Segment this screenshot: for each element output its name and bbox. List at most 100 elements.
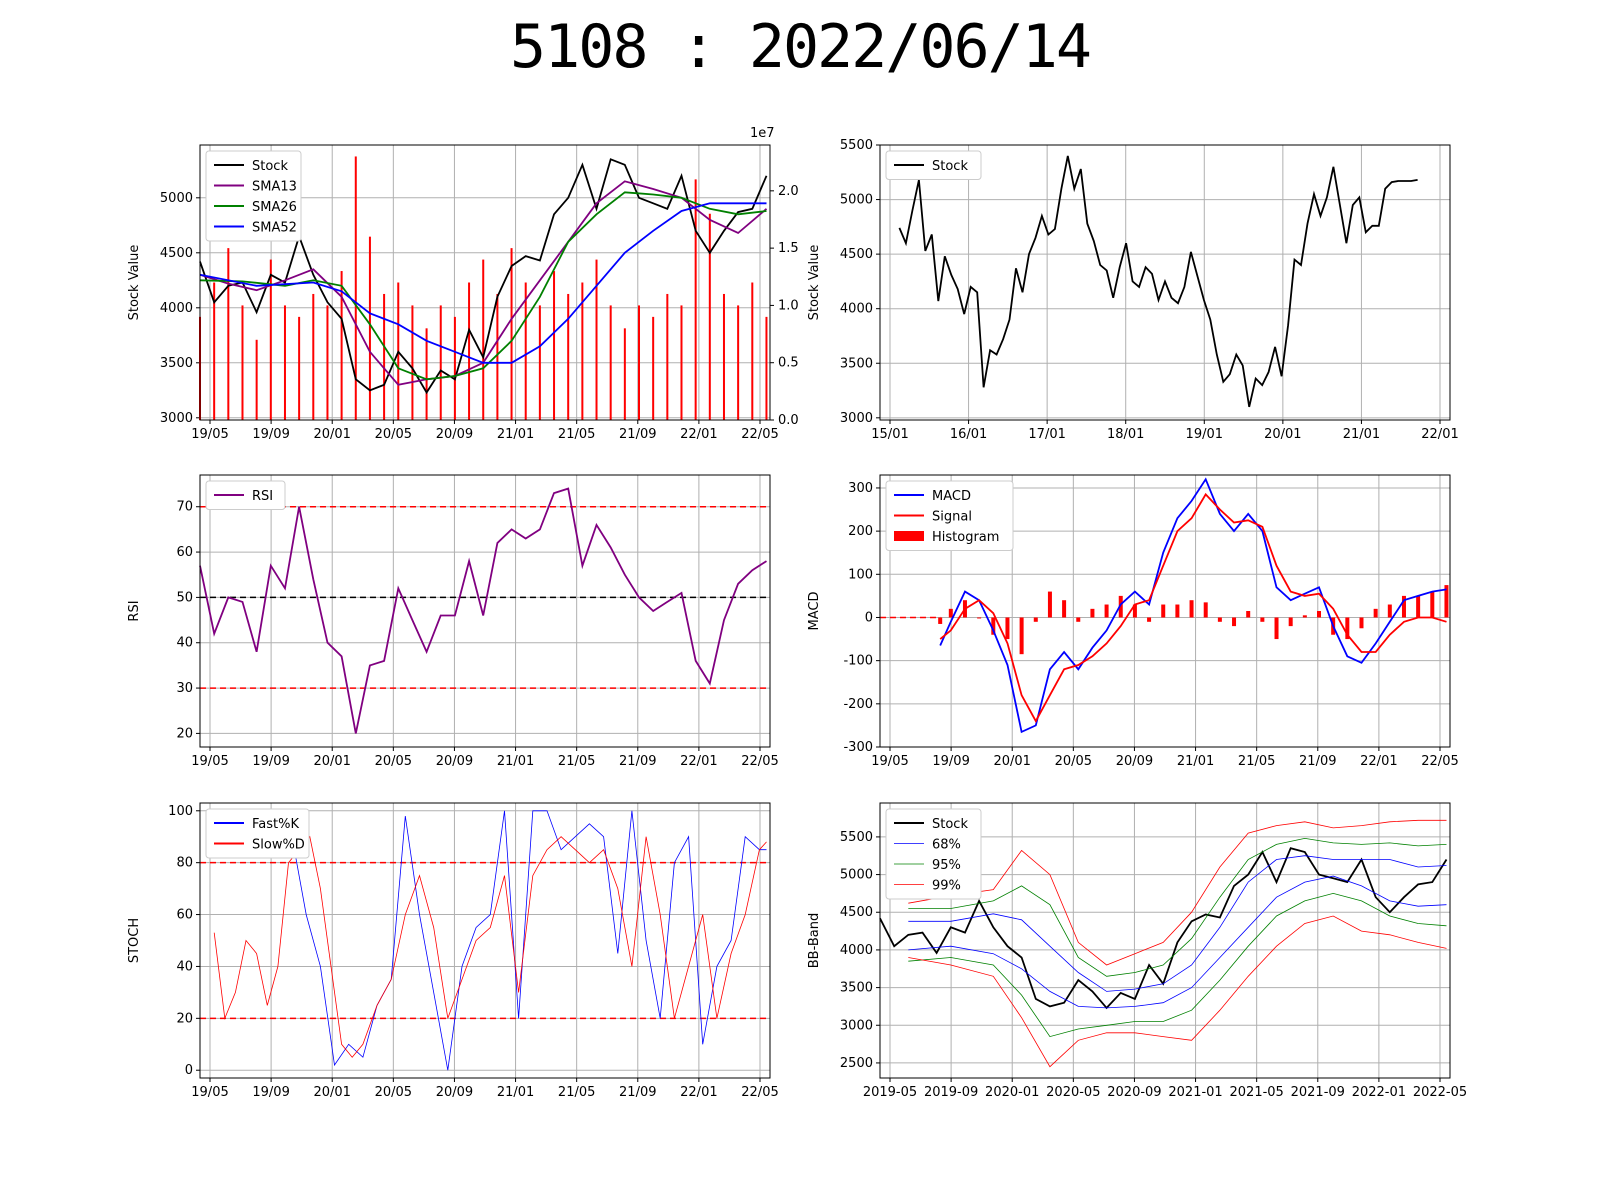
xtick-label: 20/01 [313, 754, 350, 769]
ytick-label: 5000 [840, 868, 873, 883]
ytick-label: 30 [176, 681, 193, 696]
volume-bar [453, 316, 456, 420]
xtick-label: 21/01 [1343, 427, 1380, 442]
xtick-label: 16/01 [950, 427, 987, 442]
series-line [199, 158, 768, 395]
xtick-label: 22/05 [741, 1085, 778, 1100]
figure-title: 5108 : 2022/06/14 [509, 12, 1092, 82]
ytick-secondary-label: 0.5 [778, 356, 799, 371]
y-axis-label: MACD [807, 592, 822, 631]
ytick-label: 4000 [840, 943, 873, 958]
ytick-label: 3000 [840, 1018, 873, 1033]
volume-bar [468, 282, 471, 420]
series-line [908, 915, 1447, 1068]
histogram-bar [1062, 600, 1067, 618]
legend-label: SMA26 [252, 200, 297, 215]
histogram-bar [1317, 611, 1322, 618]
xtick-label: 19/09 [252, 1085, 289, 1100]
ytick-label: 70 [176, 500, 193, 515]
histogram-bar [1444, 585, 1449, 618]
histogram-bar [1430, 591, 1435, 618]
xtick-label: 2021-01 [1168, 1085, 1222, 1100]
volume-bar [765, 316, 768, 420]
xtick-label: 21/01 [497, 754, 534, 769]
ytick-label: 4500 [840, 247, 873, 262]
histogram-bar [1132, 604, 1137, 618]
ytick-secondary-label: 1.0 [778, 298, 799, 313]
legend-label: Slow%D [252, 838, 305, 853]
xtick-label: 22/01 [1421, 427, 1458, 442]
plot-frame [879, 144, 1451, 421]
xtick-label: 20/01 [313, 427, 350, 442]
xtick-label: 20/01 [1264, 427, 1301, 442]
ytick-label: 100 [168, 804, 193, 819]
legend-label: 99% [932, 879, 961, 894]
xtick-label: 19/05 [871, 754, 908, 769]
volume-bar [609, 305, 612, 420]
ytick-secondary-label: 1.5 [778, 241, 799, 256]
volume-bar [383, 293, 386, 420]
xtick-label: 22/05 [741, 754, 778, 769]
xtick-label: 22/05 [741, 427, 778, 442]
histogram-bar [991, 617, 996, 635]
volume-bar [652, 316, 655, 420]
volume-bar [581, 282, 584, 420]
chart-stoch: 0 20 40 60 80 100 19/05 19/09 20/01 20/05 20/09 21/… [127, 802, 779, 1100]
histogram-bar [1203, 602, 1208, 618]
legend-box [205, 480, 286, 510]
xtick-label: 20/05 [375, 1085, 412, 1100]
plot-frame [879, 802, 1451, 1079]
legend-label: Signal [932, 510, 972, 525]
series-line [939, 477, 1447, 734]
volume-bar [411, 305, 414, 420]
ytick-label: 5000 [840, 193, 873, 208]
legend-label: Stock [932, 817, 968, 832]
histogram-bar [1359, 617, 1364, 629]
legend-box [205, 808, 310, 859]
chart-bband: 2500 3000 3500 4000 4500 5000 5500 2019-05 2019-… [807, 802, 1467, 1100]
xtick-label: 20/01 [313, 1085, 350, 1100]
ytick-label: 3000 [840, 411, 873, 426]
xtick-label: 21/05 [558, 1085, 595, 1100]
y-axis-label: Stock Value [807, 245, 822, 321]
histogram-bar [1147, 617, 1152, 622]
histogram-bar [1019, 617, 1024, 655]
ytick-label: 100 [848, 567, 873, 582]
ytick-secondary-label: 0.0 [778, 413, 799, 428]
ytick-label: 200 [848, 524, 873, 539]
histogram-bar [1033, 617, 1038, 622]
volume-bar [538, 305, 541, 420]
series-line [908, 819, 1447, 966]
histogram-bar [1401, 595, 1406, 618]
xtick-label: 21/01 [497, 1085, 534, 1100]
ytick-label: 60 [176, 908, 193, 923]
y-axis-label: Stock Value [127, 245, 142, 321]
volume-bar [638, 305, 641, 420]
histogram-bar [977, 617, 982, 619]
ytick-label: 0 [865, 610, 873, 625]
volume-bar [751, 282, 754, 420]
volume-bar [496, 293, 499, 420]
volume-bar [623, 328, 626, 420]
series-line [199, 202, 767, 364]
xtick-label: 15/01 [871, 427, 908, 442]
volume-bar [269, 259, 272, 420]
ytick-label: 4500 [160, 246, 193, 261]
xtick-label: 2020-09 [1107, 1085, 1161, 1100]
legend-box [885, 150, 982, 180]
volume-bar [326, 305, 329, 420]
xtick-label: 22/05 [1421, 754, 1458, 769]
xtick-label: 2022-05 [1413, 1085, 1467, 1100]
histogram-bar [1118, 595, 1123, 618]
series-line [908, 855, 1447, 992]
series-line [908, 892, 1447, 1038]
xtick-label: 2019-09 [924, 1085, 978, 1100]
legend-label: Stock [252, 159, 288, 174]
ytick-label: 50 [176, 590, 193, 605]
xtick-label: 21/01 [1177, 754, 1214, 769]
volume-bar [298, 316, 301, 420]
chart-macd: -300 -200 -100 0 100 200 300 19/05 19/09 20/01 20/… [807, 474, 1459, 769]
ytick-label: 3000 [160, 411, 193, 426]
xtick-label: 20/09 [436, 427, 473, 442]
